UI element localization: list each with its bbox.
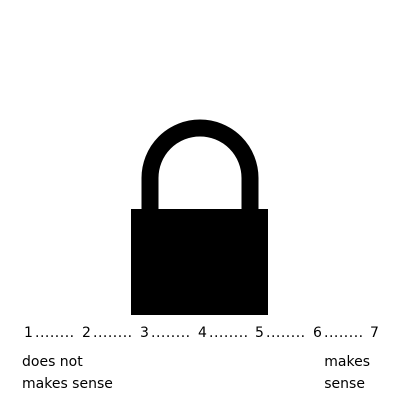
scale-point-6[interactable]: 6: [313, 325, 322, 341]
high-anchor-label: makes sense: [324, 351, 370, 395]
scale-separator: ........: [266, 325, 306, 341]
scale-separator: ........: [35, 325, 75, 341]
scale-separator: ........: [151, 325, 191, 341]
low-anchor-line1: does not: [22, 354, 83, 370]
scale-point-3[interactable]: 3: [140, 325, 149, 341]
padlock-shackle: [141, 119, 259, 210]
scale-point-4[interactable]: 4: [198, 325, 207, 341]
scale-point-7[interactable]: 7: [370, 325, 379, 341]
high-anchor-line2: sense: [324, 376, 365, 392]
scale-point-1[interactable]: 1: [24, 325, 33, 341]
high-anchor-line1: makes: [324, 354, 370, 370]
scale-point-2[interactable]: 2: [82, 325, 91, 341]
scale-separator: ........: [324, 325, 364, 341]
scale-point-5[interactable]: 5: [255, 325, 264, 341]
padlock-body: [131, 209, 268, 315]
low-anchor-line2: makes sense: [22, 376, 113, 392]
scale-separator: ........: [209, 325, 249, 341]
low-anchor-label: does not makes sense: [22, 351, 113, 395]
scale-separator: ........: [93, 325, 133, 341]
